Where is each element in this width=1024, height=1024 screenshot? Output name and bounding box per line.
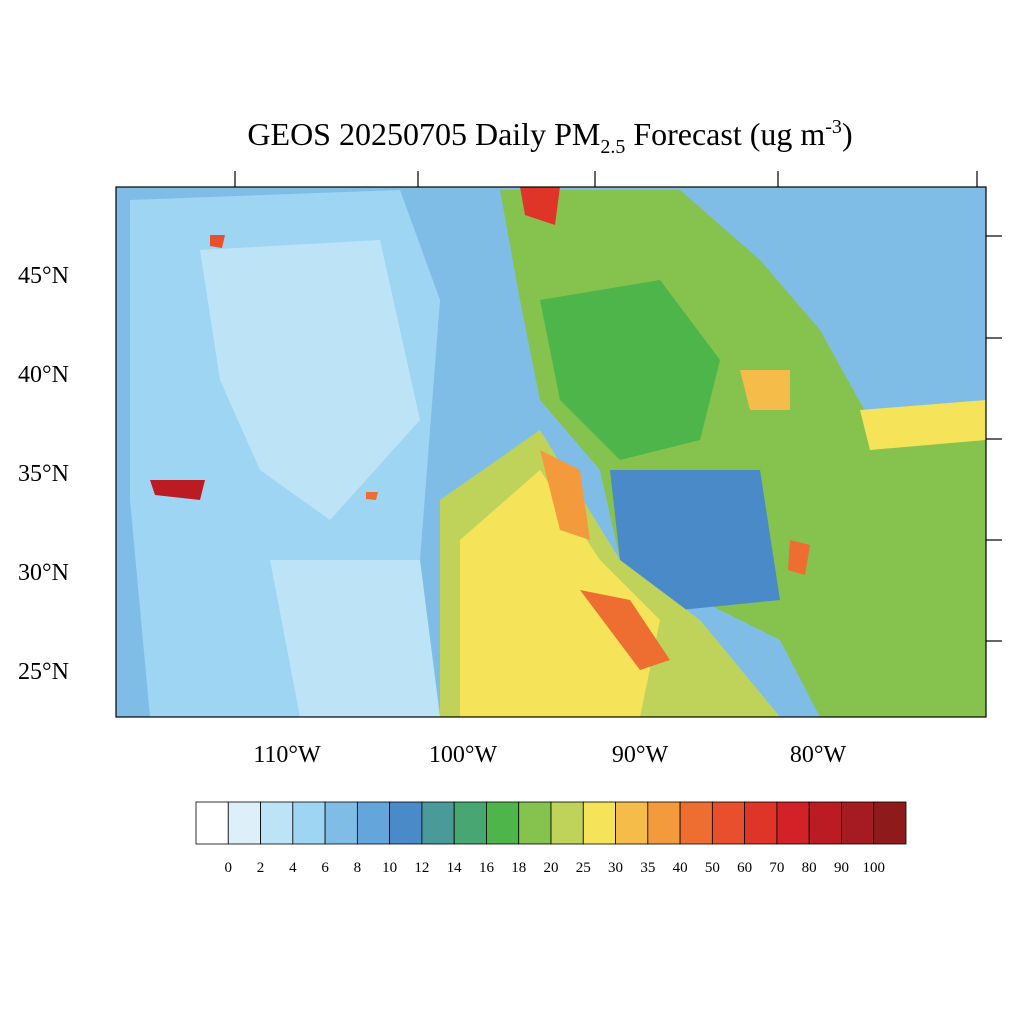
- colorbar-label: 20: [544, 860, 559, 876]
- colorbar-label: 25: [576, 860, 591, 876]
- title-sub: 2.5: [600, 136, 625, 158]
- colorbar-box: [615, 801, 649, 845]
- colorbar-box: [195, 801, 229, 845]
- colorbar-label: 16: [479, 860, 495, 876]
- colorbar-label: 4: [289, 860, 297, 876]
- lon-label: 110°W: [253, 742, 321, 768]
- colorbar-box: [873, 801, 907, 845]
- title-after: Forecast (ug m: [625, 116, 825, 152]
- colorbar-label: 40: [673, 860, 688, 876]
- colorbar-box: [841, 801, 875, 845]
- colorbar-box: [744, 801, 778, 845]
- colorbar-label: 30: [608, 860, 623, 876]
- colorbar-box: [550, 801, 584, 845]
- colorbar-label: 100: [862, 860, 885, 876]
- colorbar-box: [776, 801, 810, 845]
- colorbar-box: [711, 801, 746, 845]
- colorbar-box: [679, 801, 713, 845]
- lat-label: 30°N: [18, 560, 69, 586]
- lon-label: 80°W: [790, 742, 847, 768]
- axis-labels: 45°N 40°N 35°N 30°N 25°N 110°W 100°W 90°W 80°W: [18, 263, 846, 768]
- colorbar-box: [582, 801, 616, 845]
- colorbar-label: 18: [511, 860, 526, 876]
- colorbar-box: [518, 801, 552, 845]
- colorbar-label: 80: [802, 860, 817, 876]
- colorbar-box: [356, 801, 391, 845]
- frame-ticks: [234, 171, 1002, 642]
- lon-label: 100°W: [429, 742, 498, 768]
- colorbar-label: 50: [705, 860, 720, 876]
- lat-label: 40°N: [18, 362, 69, 388]
- lat-label: 35°N: [18, 461, 69, 487]
- title-main: GEOS 20250705 Daily PM: [247, 116, 600, 152]
- colorbar-box: [486, 801, 520, 845]
- colorbar-label: 14: [447, 860, 463, 876]
- colorbar-box: [227, 801, 261, 845]
- colorbar-label: 8: [354, 860, 362, 876]
- colorbar-label: 2: [257, 860, 265, 876]
- colorbar-label: 6: [321, 860, 329, 876]
- colorbar-label: 35: [640, 860, 655, 876]
- colorbar-label: 70: [769, 860, 784, 876]
- colorbar-label: 60: [737, 860, 752, 876]
- colorbar-box: [292, 801, 326, 845]
- pm25-field: [116, 187, 986, 717]
- lon-label: 90°W: [612, 742, 669, 768]
- colorbar-box: [324, 801, 358, 845]
- title-close: ): [842, 116, 853, 152]
- colorbar-label: 0: [225, 860, 233, 876]
- colorbar-box: [453, 801, 487, 845]
- colorbar-box: [647, 801, 681, 845]
- colorbar: 0 2 4 6 8 10 12 14 16 18 20 25 30 35 40 50 60 70 80 90 100: [195, 801, 907, 876]
- map-frame: [115, 186, 987, 718]
- colorbar-label: 12: [414, 860, 429, 876]
- colorbar-box: [808, 801, 842, 845]
- title: GEOS 20250705 Daily PM2.5 Forecast (ug m…: [247, 116, 852, 158]
- lat-label: 25°N: [18, 659, 69, 685]
- colorbar-label: 10: [382, 860, 397, 876]
- colorbar-box: [421, 801, 455, 845]
- title-sup: -3: [825, 116, 842, 138]
- colorbar-label: 90: [834, 860, 849, 876]
- colorbar-box: [260, 801, 294, 845]
- colorbar-box: [389, 801, 423, 845]
- lat-label: 45°N: [18, 263, 69, 289]
